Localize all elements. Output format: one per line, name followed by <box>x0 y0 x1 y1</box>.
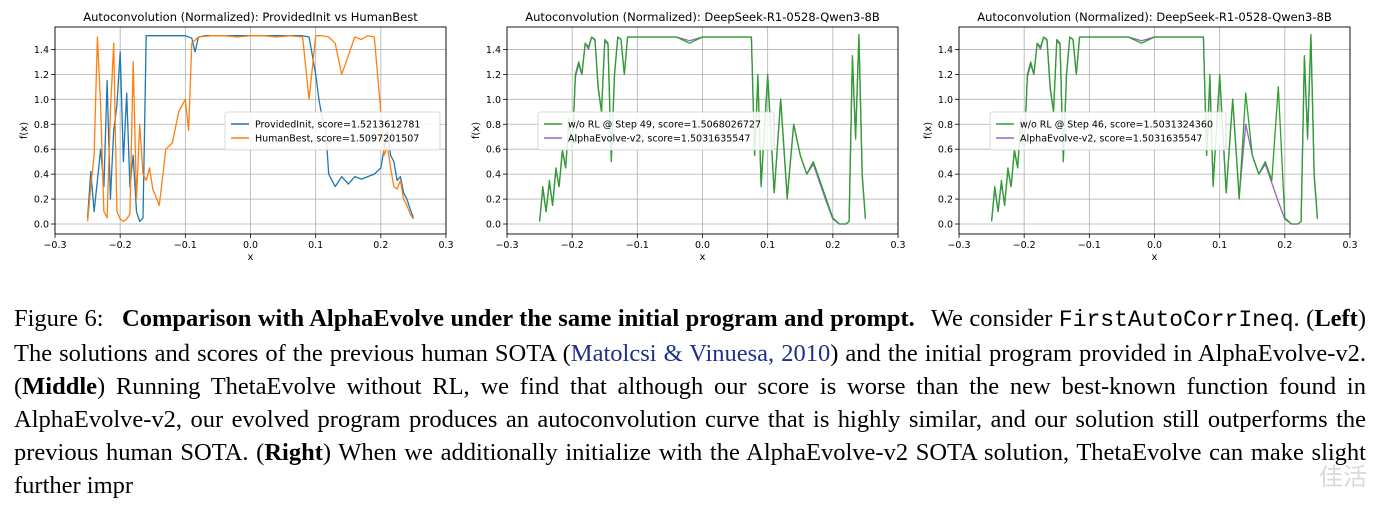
caption-middle-label: Middle <box>22 373 98 400</box>
y-tick-label: 0.0 <box>34 220 49 231</box>
chart-middle-svg: Autoconvolution (Normalized): DeepSeek-R… <box>471 10 906 263</box>
chart-title: Autoconvolution (Normalized): ProvidedIn… <box>83 10 418 24</box>
x-axis-label: x <box>700 252 706 263</box>
x-tick-label: 0.0 <box>243 240 258 251</box>
x-tick-label: −0.3 <box>495 240 518 251</box>
y-tick-label: 0.4 <box>938 170 953 181</box>
plot-frame <box>506 26 899 235</box>
legend-label: w/o RL @ Step 49, score=1.5068026727 <box>568 120 761 131</box>
figure-caption: Figure 6: Comparison with AlphaEvolve un… <box>14 302 1366 502</box>
caption-label: Figure 6: <box>14 305 104 332</box>
y-tick-label: 0.6 <box>486 145 501 156</box>
citation-link[interactable]: Matolcsi & Vinuesa, 2010 <box>570 340 831 367</box>
chart-right: Autoconvolution (Normalized): DeepSeek-R… <box>914 0 1374 270</box>
caption-right-label: Right <box>264 439 323 466</box>
y-tick-label: 0.0 <box>938 220 953 231</box>
y-axis-label: f(x) <box>923 122 934 139</box>
x-tick-label: −0.1 <box>174 240 197 251</box>
legend-box <box>989 111 1227 151</box>
x-axis-label: x <box>248 252 254 263</box>
x-tick-label: 0.1 <box>760 240 775 251</box>
y-tick-label: 0.4 <box>34 170 49 181</box>
x-tick-label: 0.3 <box>438 240 453 251</box>
legend: ProvidedInit, score=1.5213612781 HumanBes… <box>224 111 441 151</box>
y-tick-label: 1.4 <box>486 45 501 56</box>
y-tick-label: 0.6 <box>938 145 953 156</box>
chart-left: Autoconvolution (Normalized): ProvidedIn… <box>10 0 470 270</box>
y-tick-label: 1.0 <box>938 95 953 106</box>
legend-label: AlphaEvolve-v2, score=1.5031635547 <box>568 134 750 145</box>
x-tick-label: 0.0 <box>695 240 710 251</box>
x-tick-label: 0.3 <box>1342 240 1357 251</box>
y-tick-label: 1.4 <box>938 45 953 56</box>
x-tick-label: −0.2 <box>1013 240 1036 251</box>
x-tick-label: −0.1 <box>626 240 649 251</box>
caption-text-4: ) and the initial program provided in Al… <box>14 340 1366 400</box>
x-tick-label: −0.1 <box>1078 240 1101 251</box>
y-tick-label: 1.2 <box>486 70 501 81</box>
legend-label: w/o RL @ Step 46, score=1.5031324360 <box>1020 120 1213 131</box>
chart-title: Autoconvolution (Normalized): DeepSeek-R… <box>525 10 880 24</box>
caption-text-5: ) Running ThetaEvolve without RL, we fin… <box>14 373 1366 466</box>
plot-frame <box>958 26 1351 235</box>
x-axis-label: x <box>1152 252 1158 263</box>
x-tick-label: −0.2 <box>561 240 584 251</box>
y-tick-label: 0.2 <box>486 195 501 206</box>
y-tick-label: 0.4 <box>486 170 501 181</box>
x-tick-label: 0.0 <box>1147 240 1162 251</box>
x-tick-label: −0.3 <box>43 240 66 251</box>
y-tick-label: 1.2 <box>34 70 49 81</box>
legend-label: ProvidedInit, score=1.5213612781 <box>255 120 420 131</box>
y-tick-label: 0.2 <box>34 195 49 206</box>
caption-text-2: . ( <box>1293 305 1315 332</box>
x-tick-label: 0.1 <box>1212 240 1227 251</box>
legend-box <box>224 111 441 151</box>
caption-left-label: Left <box>1314 305 1358 332</box>
caption-text-6: ) When we additionally initialize with t… <box>14 439 1366 499</box>
figure-row: Autoconvolution (Normalized): ProvidedIn… <box>10 0 1374 270</box>
caption-title: Comparison with AlphaEvolve under the sa… <box>122 305 915 332</box>
chart-right-svg: Autoconvolution (Normalized): DeepSeek-R… <box>923 10 1358 263</box>
y-axis-label: f(x) <box>471 122 482 139</box>
x-tick-label: 0.2 <box>373 240 388 251</box>
legend: w/o RL @ Step 46, score=1.5031324360 Alph… <box>989 111 1227 151</box>
chart-title: Autoconvolution (Normalized): DeepSeek-R… <box>977 10 1332 24</box>
y-tick-label: 0.8 <box>486 120 501 131</box>
x-tick-label: 0.1 <box>308 240 323 251</box>
caption-code: FirstAutoCorrIneq <box>1058 307 1294 333</box>
chart-middle: Autoconvolution (Normalized): DeepSeek-R… <box>462 0 922 270</box>
plot-frame <box>54 26 447 235</box>
y-tick-label: 1.4 <box>34 45 49 56</box>
legend: w/o RL @ Step 49, score=1.5068026727 Alph… <box>537 111 775 151</box>
y-axis-label: f(x) <box>19 122 30 139</box>
y-tick-label: 0.8 <box>34 120 49 131</box>
y-tick-label: 0.8 <box>938 120 953 131</box>
x-tick-label: 0.2 <box>1277 240 1292 251</box>
y-tick-label: 0.0 <box>486 220 501 231</box>
legend-box <box>537 111 775 151</box>
legend-label: AlphaEvolve-v2, score=1.5031635547 <box>1020 134 1202 145</box>
y-tick-label: 0.6 <box>34 145 49 156</box>
y-tick-label: 1.2 <box>938 70 953 81</box>
y-tick-label: 1.0 <box>34 95 49 106</box>
y-tick-label: 0.2 <box>938 195 953 206</box>
chart-left-svg: Autoconvolution (Normalized): ProvidedIn… <box>19 10 454 263</box>
watermark: 佳活 <box>1319 463 1367 491</box>
x-tick-label: −0.2 <box>109 240 132 251</box>
x-tick-label: 0.3 <box>890 240 905 251</box>
caption-text-1: We consider <box>930 305 1053 332</box>
x-tick-label: −0.3 <box>947 240 970 251</box>
y-tick-label: 1.0 <box>486 95 501 106</box>
caption-text-3: ) The solutions and scores of the previo… <box>14 305 1367 367</box>
legend-label: HumanBest, score=1.5097201507 <box>255 134 419 145</box>
x-tick-label: 0.2 <box>825 240 840 251</box>
